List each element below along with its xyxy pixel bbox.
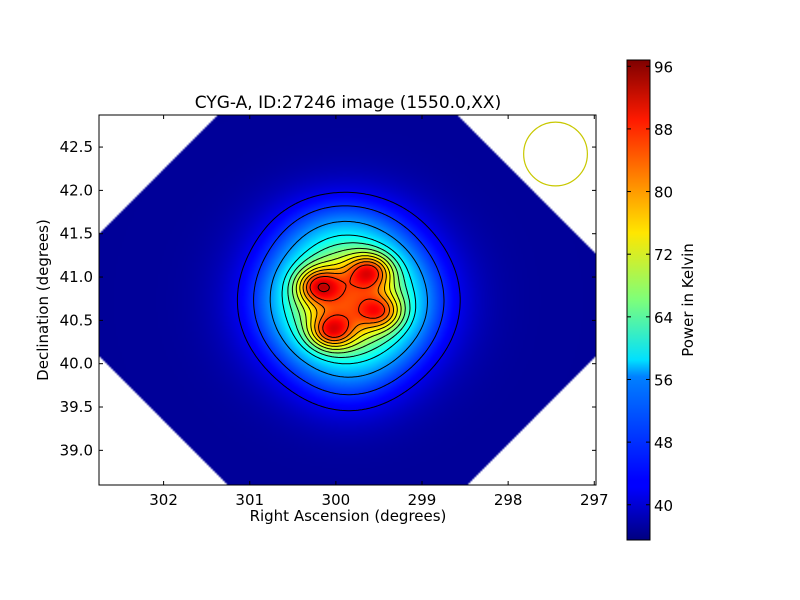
contour-level-11 [317,282,330,293]
y-axis-label: Declination (degrees) [34,219,52,381]
y-tick-label: 39.0 [60,441,93,459]
x-tick-label: 302 [149,491,178,509]
contour-level-3 [281,234,417,365]
plot-area-frame [98,114,597,486]
x-tick-label: 301 [235,491,264,509]
y-tick-label: 39.5 [60,398,93,416]
colorbar-tick-label: 80 [654,184,673,202]
contour-level-10 [309,264,386,338]
contour-lines [236,191,461,412]
contour-level-7 [299,255,398,347]
x-axis: 302 301 300 299 298 297 [149,115,609,509]
heatmap-image [99,115,596,485]
y-axis: 39.0 39.5 40.0 40.5 41.0 41.5 42.0 42.5 [60,138,596,459]
contour-level-4 [287,242,411,358]
x-tick-label: 298 [494,491,523,509]
beam-circle [523,121,588,187]
x-tick-label: 300 [322,491,351,509]
colorbar-tick-label: 96 [654,58,673,76]
colorbar-tick-label: 48 [654,434,673,452]
colorbar-label: Power in Kelvin [679,243,697,357]
contour-level-8 [302,258,394,344]
y-tick-label: 41.5 [60,225,93,243]
contour-level-1 [253,205,445,396]
x-axis-label: Right Ascension (degrees) [250,507,447,525]
contour-level-9 [306,261,390,342]
x-tick-label: 299 [408,491,437,509]
contour-level-6 [295,251,402,350]
colorbar-tick-label: 64 [654,309,673,327]
contour-level-0 [236,191,461,412]
contour-level-2 [269,220,428,378]
y-tick-label: 40.0 [60,355,93,373]
y-tick-label: 42.0 [60,181,93,199]
y-tick-label: 41.0 [60,268,93,286]
colorbar-tick-label: 88 [654,121,673,139]
colorbar-tick-label: 40 [654,497,673,515]
x-tick-label: 297 [580,491,609,509]
colorbar [626,59,651,541]
y-tick-label: 42.5 [60,138,93,156]
y-tick-label: 40.5 [60,311,93,329]
contour-level-5 [291,247,406,354]
chart-title: CYG-A, ID:27246 image (1550.0,XX) [195,93,501,113]
colorbar-ticks: 40 48 56 64 72 80 88 96 [627,58,673,515]
colorbar-tick-label: 72 [654,246,673,264]
colorbar-tick-label: 56 [654,371,673,389]
